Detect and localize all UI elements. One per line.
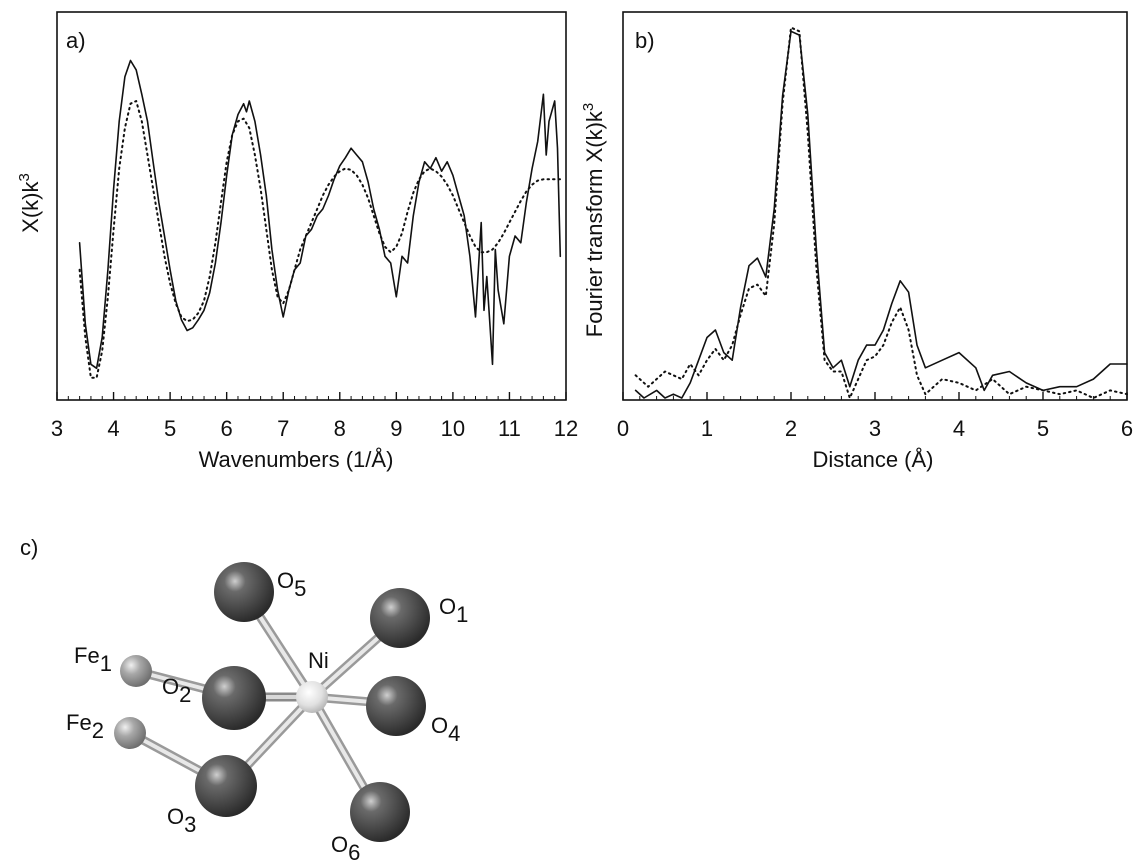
panel-a-x-tick-label: 12 [554,416,578,441]
atom-label-o6-sub: 6 [348,840,360,865]
atom-label-o2-symbol: O [162,674,179,699]
panel-a-x-tick-label: 6 [221,416,233,441]
atom-label-ni: Ni [308,648,329,673]
panel-a-x-tick-label: 3 [51,416,63,441]
panel-c-structure: c) Ni O [20,535,468,865]
panel-a-chart: a) 3 4 5 6 7 8 9 10 11 12 Wavenumbers (1/Å) X(k)k… [16,11,578,472]
panel-b-x-tick-label: 1 [701,416,713,441]
panel-c-label: c) [20,535,38,560]
panel-a-x-ticks: 3 4 5 6 7 8 9 10 11 12 [51,392,578,441]
atom-o2 [202,666,266,730]
atom-o5 [214,562,274,622]
atom-label-o2: O2 [162,674,191,707]
atom-label-o5-symbol: O [277,568,294,593]
atom-o6 [350,782,410,842]
panel-a-x-tick-label: 4 [107,416,119,441]
atom-label-o3-symbol: O [167,804,184,829]
panel-a-series-dotted-line [78,100,562,379]
panel-a-y-axis-title-sup: 3 [16,173,33,181]
panel-a-x-tick-label: 9 [390,416,402,441]
panel-a-x-tick-label: 11 [498,416,521,441]
panel-b-series-dotted-line [634,26,1128,399]
panel-b-y-axis-title-sup: 3 [580,103,597,111]
panel-a-x-tick-label: 10 [441,416,465,441]
panel-a-y-axis-title: X(k)k3 [16,173,43,233]
atom-label-o4: O4 [431,713,460,746]
atom-label-fe1-symbol: Fe [74,643,100,668]
atom-label-o5-sub: 5 [294,576,306,601]
panel-b-x-tick-label: 6 [1121,416,1133,441]
panel-a-frame [56,11,567,401]
panel-a-series-solid-line [78,59,562,370]
panel-a-label: a) [66,28,86,53]
atom-fe1 [120,655,152,687]
atom-label-o5: O5 [277,568,306,601]
panel-a-x-tick-label: 7 [277,416,289,441]
panel-b-x-tick-label: 3 [869,416,881,441]
atom-label-o1: O1 [439,594,468,627]
atom-label-o3: O3 [167,804,196,837]
panel-b-x-tick-label: 0 [617,416,629,441]
atom-label-o6: O6 [331,832,360,865]
panel-a-x-tick-label: 5 [164,416,176,441]
atom-ni [296,681,328,713]
atom-label-fe1-sub: 1 [100,651,112,676]
panel-b-x-tick-label: 5 [1037,416,1049,441]
atom-label-fe1: Fe1 [74,643,112,676]
atom-label-fe2: Fe2 [66,710,104,743]
panel-a-y-axis-title-main: X(k)k [18,181,43,233]
atom-label-fe2-sub: 2 [92,718,104,743]
panel-b-chart: b) 0 1 2 3 4 5 6 Distance (Å) Fourier transfor… [580,11,1133,472]
panel-a-x-tick-label: 8 [334,416,346,441]
atom-label-o4-sub: 4 [448,721,460,746]
atom-label-o1-sub: 1 [456,602,468,627]
atom-fe2 [114,717,146,749]
atom-o4 [366,676,426,736]
atom-o1 [370,588,430,648]
atom-label-o1-symbol: O [439,594,456,619]
atom-o3 [195,755,257,817]
panel-a-x-axis-title: Wavenumbers (1/Å) [199,447,394,472]
panel-b-frame [622,11,1128,401]
panel-b-y-axis-title: Fourier transform X(k)k3 [580,103,607,338]
panel-b-series-solid-line [634,30,1128,399]
atom-label-o4-symbol: O [431,713,448,738]
panel-a-series [78,59,562,379]
panel-b-x-ticks: 0 1 2 3 4 5 6 [617,392,1133,441]
atom-label-o2-sub: 2 [179,682,191,707]
panel-b-series [634,26,1128,399]
panel-b-y-axis-title-main: Fourier transform X(k)k [582,110,607,337]
atom-label-fe2-symbol: Fe [66,710,92,735]
panel-b-x-tick-label: 2 [785,416,797,441]
atom-label-o6-symbol: O [331,832,348,857]
panel-b-x-tick-label: 4 [953,416,965,441]
panel-b-label: b) [635,28,655,53]
atom-label-o3-sub: 3 [184,812,196,837]
panel-b-x-axis-title: Distance (Å) [812,447,933,472]
